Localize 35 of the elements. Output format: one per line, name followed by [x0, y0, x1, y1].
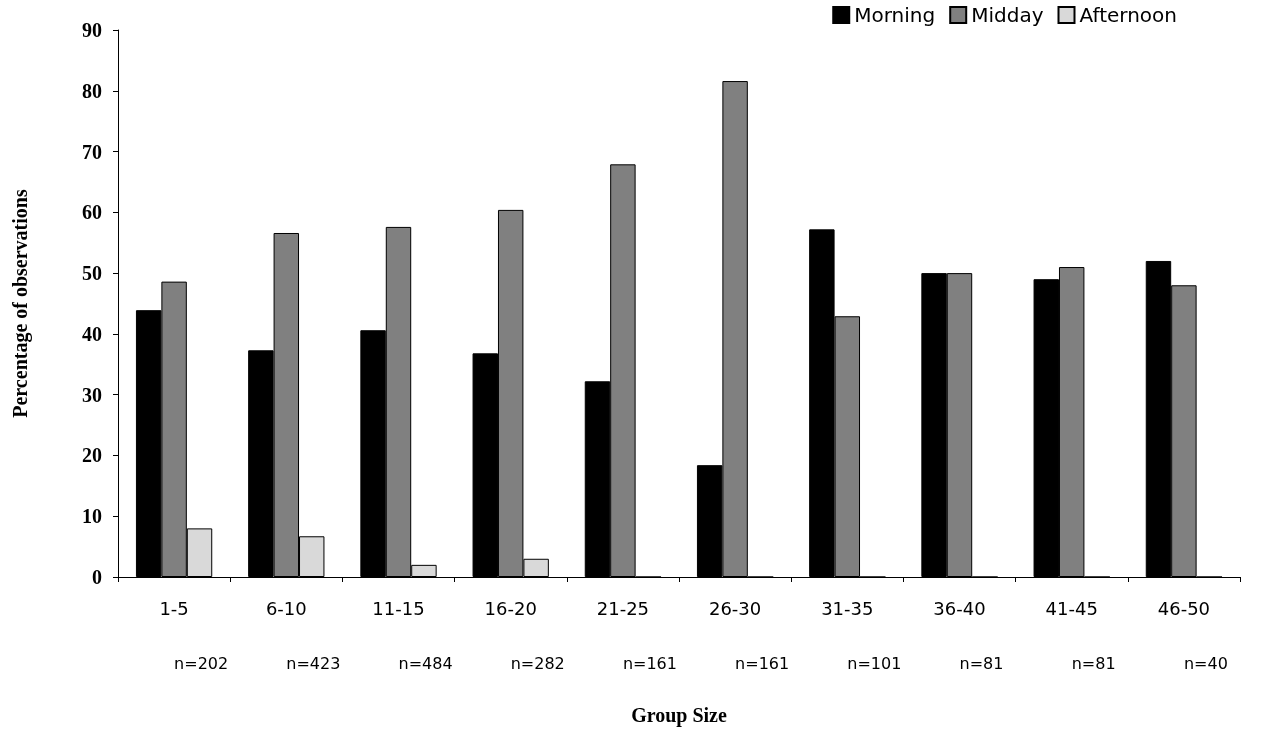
text: n=101 — [847, 653, 902, 673]
text: n=40 — [1183, 653, 1228, 673]
y-tick-label: 70 — [82, 140, 102, 163]
x-tick-label: 46-50 — [1157, 597, 1211, 619]
y-tick-label: 0 — [92, 566, 102, 588]
y-tick-label: 10 — [82, 505, 102, 528]
x-axis-title: Group Size — [631, 704, 727, 727]
legend-label: Afternoon — [1079, 3, 1177, 27]
legend-label: Midday — [971, 3, 1044, 27]
text: n=161 — [735, 653, 790, 673]
x-tick-label: 21-25 — [596, 597, 650, 619]
x-tick-label: 16-20 — [484, 597, 537, 619]
y-tick-label: 80 — [82, 79, 102, 102]
y-tick-label: 90 — [82, 19, 102, 41]
y-tick-label: 60 — [82, 201, 102, 224]
text: n=202 — [174, 653, 229, 673]
text: n=81 — [959, 653, 1004, 673]
x-tick-label: 36-40 — [933, 597, 986, 619]
x-tick-label: 26-30 — [708, 597, 762, 619]
x-tick-label: 6-10 — [265, 597, 307, 619]
y-tick-label: 40 — [82, 322, 102, 345]
x-tick-label: 11-15 — [372, 597, 425, 619]
text: n=423 — [286, 653, 341, 673]
text: n=484 — [398, 653, 453, 673]
y-axis-title: Percentage of observations — [9, 189, 32, 418]
text: n=81 — [1071, 653, 1116, 673]
y-tick-label: 20 — [82, 444, 102, 467]
x-tick-label: 41-45 — [1045, 597, 1098, 619]
legend-label: Morning — [854, 3, 936, 27]
text: n=282 — [510, 653, 565, 673]
x-tick-label: 31-35 — [821, 597, 874, 619]
y-tick-label: 30 — [82, 383, 102, 406]
x-tick-label: 1-5 — [159, 597, 189, 619]
y-tick-label: 50 — [82, 262, 102, 285]
text: n=161 — [622, 653, 677, 673]
